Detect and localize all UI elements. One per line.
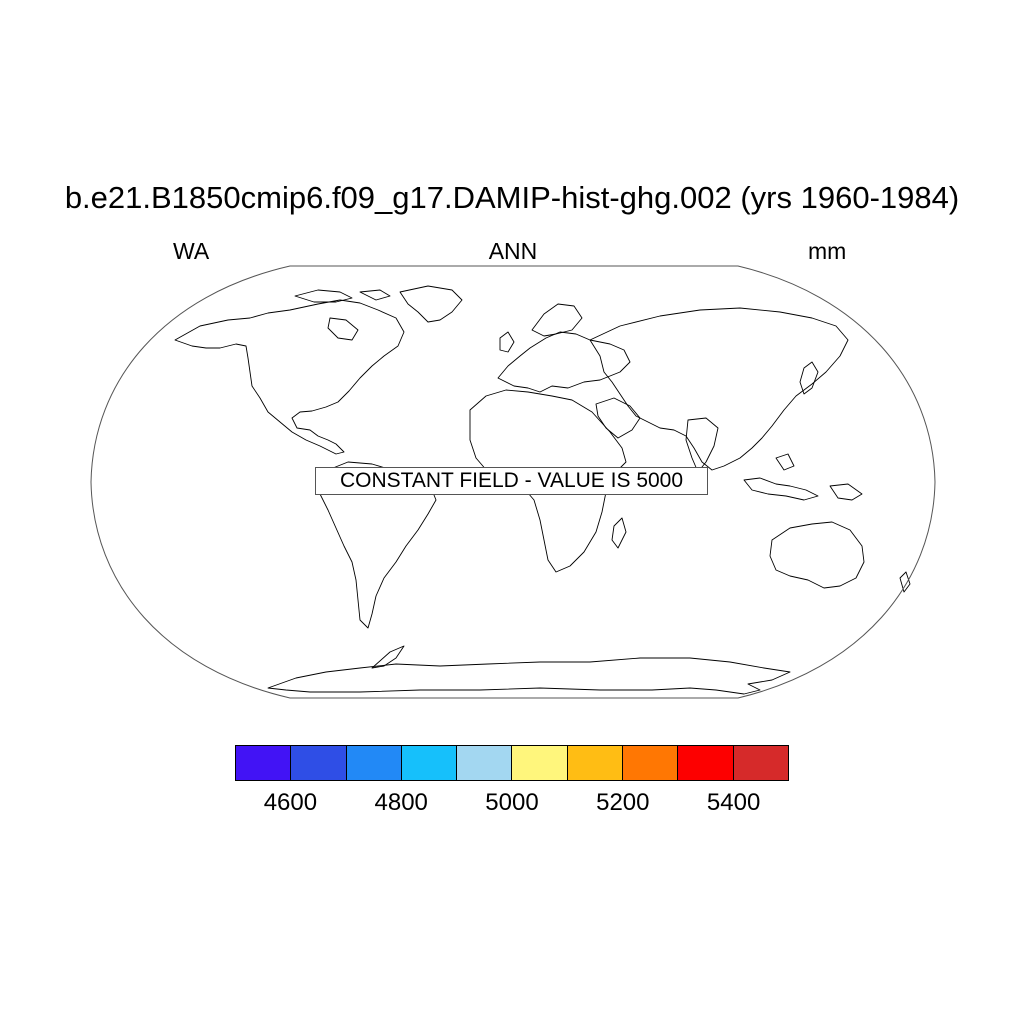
hudson-bay-coast bbox=[327, 317, 359, 341]
new-zealand-coast bbox=[899, 571, 911, 593]
colorbar-swatch bbox=[567, 746, 624, 780]
north-america-coast bbox=[174, 299, 405, 455]
arabia-coast bbox=[595, 397, 641, 439]
plot-title: b.e21.B1850cmip6.f09_g17.DAMIP-hist-ghg.… bbox=[64, 180, 960, 215]
india-coast bbox=[685, 417, 719, 473]
colorbar-swatch bbox=[291, 746, 347, 780]
asia-coast bbox=[589, 307, 849, 471]
season-label: ANN bbox=[488, 238, 538, 264]
colorbar-tick-label: 4800 bbox=[374, 789, 428, 816]
colorbar-tick-label: 5200 bbox=[596, 789, 650, 816]
units-label: mm bbox=[808, 238, 847, 264]
colorbar-tick-label: 5400 bbox=[706, 789, 761, 816]
arctic-islands bbox=[294, 289, 353, 303]
colorbar bbox=[235, 745, 789, 781]
colorbar-swatch bbox=[346, 746, 402, 780]
colorbar-swatch bbox=[623, 746, 679, 780]
australia-coast bbox=[769, 521, 865, 589]
madagascar-coast bbox=[611, 517, 627, 549]
constant-field-notice: CONSTANT FIELD - VALUE IS 5000 bbox=[315, 467, 708, 495]
variable-label: WA bbox=[173, 238, 210, 264]
antarctica-coast bbox=[267, 657, 791, 695]
map-boundary bbox=[90, 265, 936, 699]
colorbar-tick-label: 5000 bbox=[485, 789, 539, 816]
europe-coast bbox=[497, 331, 631, 393]
colorbar-swatch bbox=[733, 746, 788, 780]
japan-coast bbox=[799, 361, 819, 395]
colorbar-swatch bbox=[512, 746, 568, 780]
uk-coast bbox=[499, 331, 515, 353]
antarctic-peninsula bbox=[371, 645, 405, 669]
colorbar-tick-label: 4600 bbox=[263, 789, 318, 816]
colorbar-swatch bbox=[457, 746, 513, 780]
colorbar-swatch bbox=[401, 746, 458, 780]
colorbar-swatch bbox=[678, 746, 734, 780]
colorbar-swatch bbox=[236, 746, 292, 780]
scandinavia-coast bbox=[531, 303, 583, 337]
indonesia-coast bbox=[743, 477, 819, 501]
greenland-coast bbox=[399, 285, 463, 323]
